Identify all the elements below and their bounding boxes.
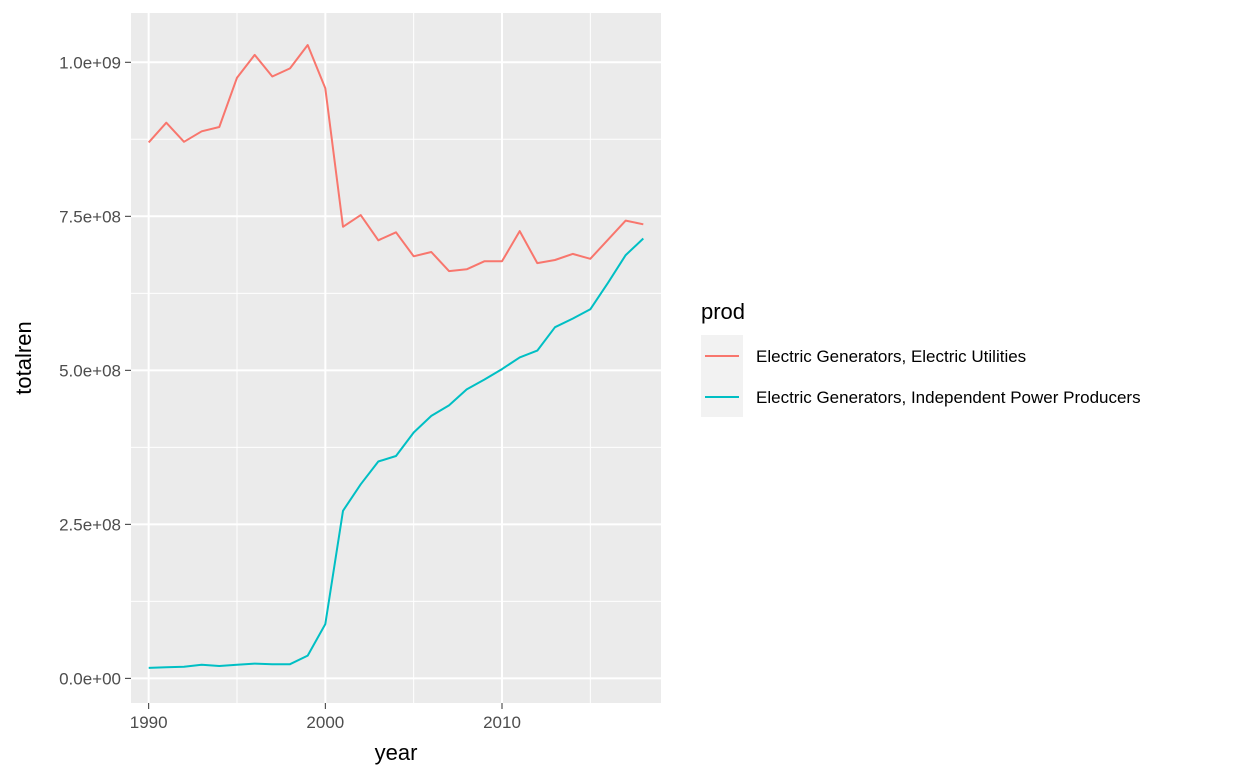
series-line-2 xyxy=(148,237,644,669)
series-line-1 xyxy=(147,44,644,273)
legend-key-background xyxy=(701,335,743,417)
y-tick-label: 7.5e+08 xyxy=(59,207,121,226)
y-tick-label: 1.0e+09 xyxy=(59,53,121,72)
y-tick-label: 5.0e+08 xyxy=(59,361,121,380)
grid-minor xyxy=(131,13,661,703)
x-axis-title: year xyxy=(375,740,418,765)
legend: prod Electric Generators, Electric Utili… xyxy=(701,299,1141,417)
y-tick-label: 2.5e+08 xyxy=(59,515,121,534)
legend-label-2: Electric Generators, Independent Power P… xyxy=(756,388,1141,407)
x-tick-label: 2010 xyxy=(483,713,521,732)
panel-background xyxy=(131,13,661,703)
y-axis-title: totalren xyxy=(11,321,36,394)
x-tick-label: 1990 xyxy=(130,713,168,732)
x-axis: 1990 2000 2010 xyxy=(130,703,521,732)
legend-label-1: Electric Generators, Electric Utilities xyxy=(756,347,1026,366)
legend-items: Electric Generators, Electric Utilities E… xyxy=(705,347,1141,407)
x-tick-label: 2000 xyxy=(306,713,344,732)
grid-major xyxy=(131,13,661,703)
legend-title: prod xyxy=(701,299,745,324)
series-lines xyxy=(147,44,644,669)
y-tick-label: 0.0e+00 xyxy=(59,669,121,688)
y-axis: 0.0e+00 2.5e+08 5.0e+08 7.5e+08 1.0e+09 xyxy=(59,53,131,688)
